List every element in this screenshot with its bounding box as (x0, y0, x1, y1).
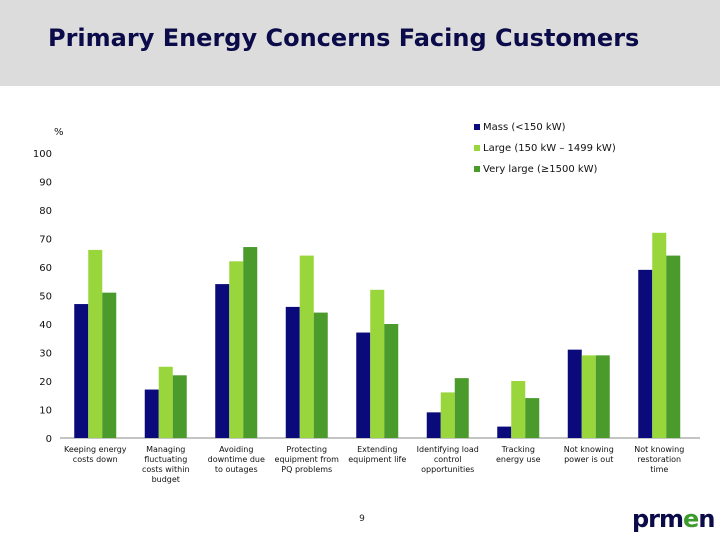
legend-swatch (474, 145, 480, 151)
bar (666, 255, 681, 438)
logo-part-2: e (683, 505, 699, 533)
bar (299, 255, 314, 438)
bar (440, 392, 455, 438)
bar (229, 261, 244, 438)
category-label: Not knowing (634, 445, 684, 454)
category-label: Not knowing (564, 445, 614, 454)
page-title: Primary Energy Concerns Facing Customers (48, 24, 640, 52)
bar (356, 332, 371, 438)
category-label: PQ problems (281, 465, 332, 474)
category-label: Keeping energy (64, 445, 127, 454)
bar (638, 269, 653, 438)
logo-part-1: prm (632, 505, 684, 533)
bar (581, 355, 596, 438)
title-band (0, 0, 720, 86)
bar (511, 381, 526, 438)
y-tick-label: 30 (39, 349, 52, 360)
category-label: Identifying load (417, 445, 479, 454)
category-label: Managing (146, 445, 185, 454)
bar (567, 349, 582, 438)
y-tick-label: 100 (33, 149, 52, 160)
category-label: energy use (496, 455, 541, 464)
category-label: time (650, 465, 668, 474)
bar (102, 292, 117, 438)
bar (426, 412, 441, 438)
category-label: budget (152, 475, 180, 484)
legend-swatch (474, 166, 480, 172)
legend-swatch (474, 124, 480, 130)
category-label: costs within (142, 465, 190, 474)
y-tick-label: 80 (39, 206, 52, 217)
page-number: 9 (359, 514, 365, 524)
y-tick-label: 40 (39, 320, 52, 331)
category-label: power is out (564, 455, 613, 464)
bar (88, 249, 103, 438)
bar (243, 247, 258, 438)
bar (172, 375, 187, 438)
bar (285, 306, 300, 438)
bar (525, 398, 540, 438)
prmen-logo: prmen (632, 505, 715, 533)
y-axis-label: % (54, 127, 64, 138)
y-tick-label: 20 (39, 377, 52, 388)
bar (595, 355, 610, 438)
category-label: downtime due (208, 455, 265, 464)
bar (497, 426, 512, 438)
y-tick-label: 90 (39, 178, 52, 189)
legend-label: Mass (<150 kW) (483, 122, 566, 133)
category-label: fluctuating (144, 455, 187, 464)
category-label: restoration (637, 455, 681, 464)
y-tick-label: 50 (39, 292, 52, 303)
category-label: Protecting (286, 445, 327, 454)
bar (313, 312, 328, 438)
category-label: Tracking (501, 445, 535, 454)
category-label: costs down (73, 455, 118, 464)
legend-label: Large (150 kW – 1499 kW) (483, 143, 616, 154)
bar (158, 366, 173, 438)
y-tick-label: 70 (39, 235, 52, 246)
bar (652, 232, 667, 438)
y-axis-ticks: 0 10 20 30 40 50 60 70 80 90 100 (33, 149, 52, 445)
y-tick-label: 10 (39, 406, 52, 417)
bar (454, 378, 469, 438)
bar (370, 289, 385, 438)
bar (215, 284, 230, 438)
legend-label: Very large (≥1500 kW) (483, 164, 598, 175)
bars (74, 232, 681, 438)
bar (74, 304, 89, 438)
category-label: control (434, 455, 462, 464)
category-label: Extending (357, 445, 397, 454)
y-tick-label: 60 (39, 263, 52, 274)
legend: Mass (<150 kW) Large (150 kW – 1499 kW) Ve… (474, 122, 616, 175)
y-tick-label: 0 (46, 434, 52, 445)
category-label: to outages (215, 465, 258, 474)
category-label: opportunities (421, 465, 474, 474)
bar (384, 324, 399, 438)
category-label: equipment from (275, 455, 340, 464)
bar (144, 389, 159, 438)
logo-part-3: n (698, 505, 715, 533)
category-label: Avoiding (219, 445, 253, 454)
category-label: equipment life (348, 455, 406, 464)
